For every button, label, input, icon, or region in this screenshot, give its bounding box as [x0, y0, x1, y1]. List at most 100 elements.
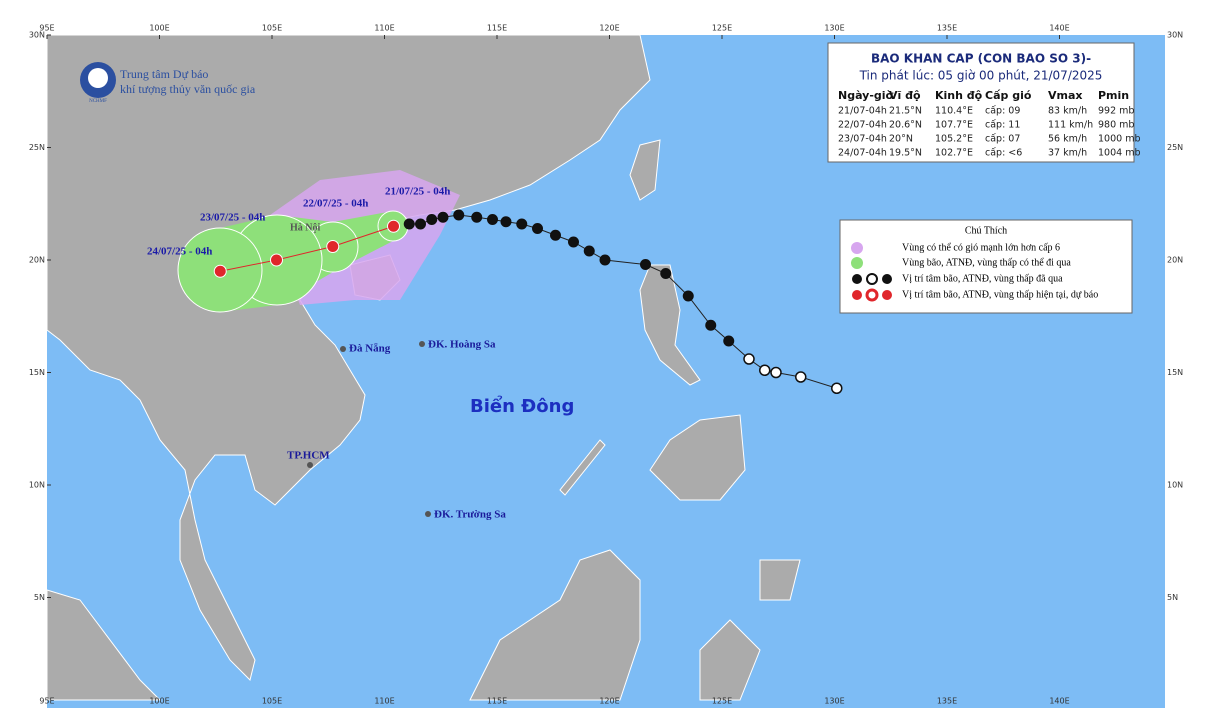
- lon-tick-label: 115E: [487, 24, 507, 33]
- past-position: [550, 229, 561, 241]
- lon-tick-label: 120E: [599, 697, 619, 706]
- past-position: [705, 319, 717, 331]
- table-header: Cấp gió: [985, 89, 1032, 102]
- place: Đà Nẵng: [349, 343, 391, 355]
- table-header: Ngày-giờ: [838, 89, 894, 102]
- lon-tick-label: 125E: [712, 697, 732, 706]
- table-cell: cấp: 09: [985, 106, 1020, 117]
- place-dot: [307, 462, 313, 468]
- lat-tick-label: 15N: [1167, 368, 1183, 377]
- lat-tick-label: 20N: [29, 256, 45, 265]
- forecast-label: 23/07/25 - 04h: [200, 212, 265, 224]
- legend-box: [839, 219, 1133, 314]
- bulletin-subtitle: Tin phát lúc: 05 giờ 00 phút, 21/07/2025: [859, 69, 1103, 83]
- forecast-position: [213, 264, 227, 278]
- past-position: [770, 366, 782, 379]
- sea-label: Biển Đông: [470, 395, 574, 417]
- table-cell: 56 km/h: [1048, 134, 1087, 145]
- table-cell: 102.7°E: [935, 148, 973, 159]
- place-dot: [425, 511, 431, 517]
- table-cell: 37 km/h: [1048, 148, 1087, 159]
- table-header: Vmax: [1048, 89, 1083, 102]
- lat-tick-label: 15N: [29, 368, 45, 377]
- table-cell: 1004 mb: [1098, 148, 1140, 159]
- past-position: [415, 218, 426, 230]
- table-cell: 21.5°N: [889, 106, 922, 117]
- table-cell: 110.4°E: [935, 106, 973, 117]
- lon-tick-label: 120E: [599, 24, 619, 33]
- table-cell: 83 km/h: [1048, 106, 1087, 117]
- lat-tick-label: 20N: [1167, 256, 1183, 265]
- past-position: [640, 259, 651, 270]
- lat-tick-label: 30N: [1167, 31, 1183, 40]
- bulletin-box: [827, 42, 1135, 163]
- logo-line: khí tượng thủy văn quốc gia: [120, 82, 256, 96]
- lon-tick-label: 125E: [712, 24, 732, 33]
- lon-tick-label: 135E: [937, 697, 957, 706]
- place-dot: [340, 346, 346, 352]
- lat-tick-label: 25N: [29, 143, 45, 152]
- lat-tick-label: 30N: [29, 31, 45, 40]
- table-cell: 107.7°E: [935, 120, 973, 131]
- table-cell: cấp: <6: [985, 148, 1022, 159]
- past-position: [759, 364, 771, 376]
- past-position: [660, 268, 672, 279]
- forecast-position: [387, 219, 400, 233]
- past-position: [831, 382, 843, 394]
- past-position: [471, 211, 483, 223]
- lon-tick-label: 135E: [937, 24, 957, 33]
- legend-item: Vùng bão, ATNĐ, vùng thấp có thể đi qua: [902, 257, 1071, 268]
- forecast-label: 22/07/25 - 04h: [303, 198, 368, 210]
- past-position: [487, 214, 498, 225]
- table-cell: 20°N: [889, 134, 913, 145]
- table-cell: 20.6°N: [889, 120, 922, 131]
- table-cell: 1000 mb: [1098, 134, 1140, 145]
- table-cell: cấp: 07: [985, 134, 1020, 145]
- past-position: [795, 371, 807, 383]
- past-position: [599, 254, 611, 266]
- lon-tick-label: 115E: [487, 697, 507, 706]
- lon-tick-label: 105E: [262, 697, 282, 706]
- lon-tick-label: 140E: [1049, 24, 1069, 33]
- past-position: [500, 216, 512, 228]
- logo-line: Trung tâm Dự báo: [120, 67, 208, 81]
- past-position: [532, 223, 543, 234]
- forecast-label: 24/07/25 - 04h: [147, 246, 212, 258]
- table-cell: 21/07-04h: [838, 106, 887, 117]
- lon-tick-label: 140E: [1049, 697, 1069, 706]
- forecast-position: [326, 240, 340, 253]
- logo-abbr: NCHMF: [89, 99, 107, 104]
- past-position: [516, 218, 528, 230]
- past-position: [682, 290, 694, 302]
- place: ĐK. Trường Sa: [434, 509, 506, 521]
- lat-tick-label: 5N: [1167, 593, 1178, 602]
- legend-item: Vị trí tâm bão, ATNĐ, vùng thấp hiện tại…: [902, 289, 1098, 300]
- bulletin: BAO KHAN CAP (CON BAO SO 3)- Tin phát lú…: [827, 42, 1140, 163]
- legend: Chú Thích Vùng có thể có gió mạnh lớn hơ…: [839, 219, 1133, 314]
- lon-tick-label: 100E: [149, 24, 169, 33]
- lon-tick-label: 95E: [39, 24, 54, 33]
- lat-tick-label: 25N: [1167, 143, 1183, 152]
- past-position: [568, 236, 579, 248]
- lon-tick-label: 110E: [374, 697, 394, 706]
- table-cell: 105.2°E: [935, 134, 973, 145]
- legend-swatch: [852, 273, 892, 285]
- lon-tick-label: 110E: [374, 24, 394, 33]
- past-position: [437, 211, 449, 223]
- table-cell: 992 mb: [1098, 106, 1134, 117]
- table-cell: 23/07-04h: [838, 134, 887, 145]
- forecast-track-line: [220, 225, 394, 272]
- table-header: Pmin: [1098, 89, 1129, 102]
- table-cell: 19.5°N: [889, 148, 922, 159]
- legend-swatch: [851, 242, 863, 254]
- lat-tick-label: 5N: [34, 593, 45, 602]
- forecast-label: 21/07/25 - 04h: [385, 186, 450, 198]
- lon-tick-label: 105E: [262, 24, 282, 33]
- past-position: [403, 218, 415, 230]
- table-cell: 22/07-04h: [838, 120, 887, 131]
- legend-swatch: [851, 257, 863, 269]
- lat-tick-label: 10N: [29, 481, 45, 490]
- place-dot: [419, 341, 425, 347]
- lon-tick-label: 130E: [824, 24, 844, 33]
